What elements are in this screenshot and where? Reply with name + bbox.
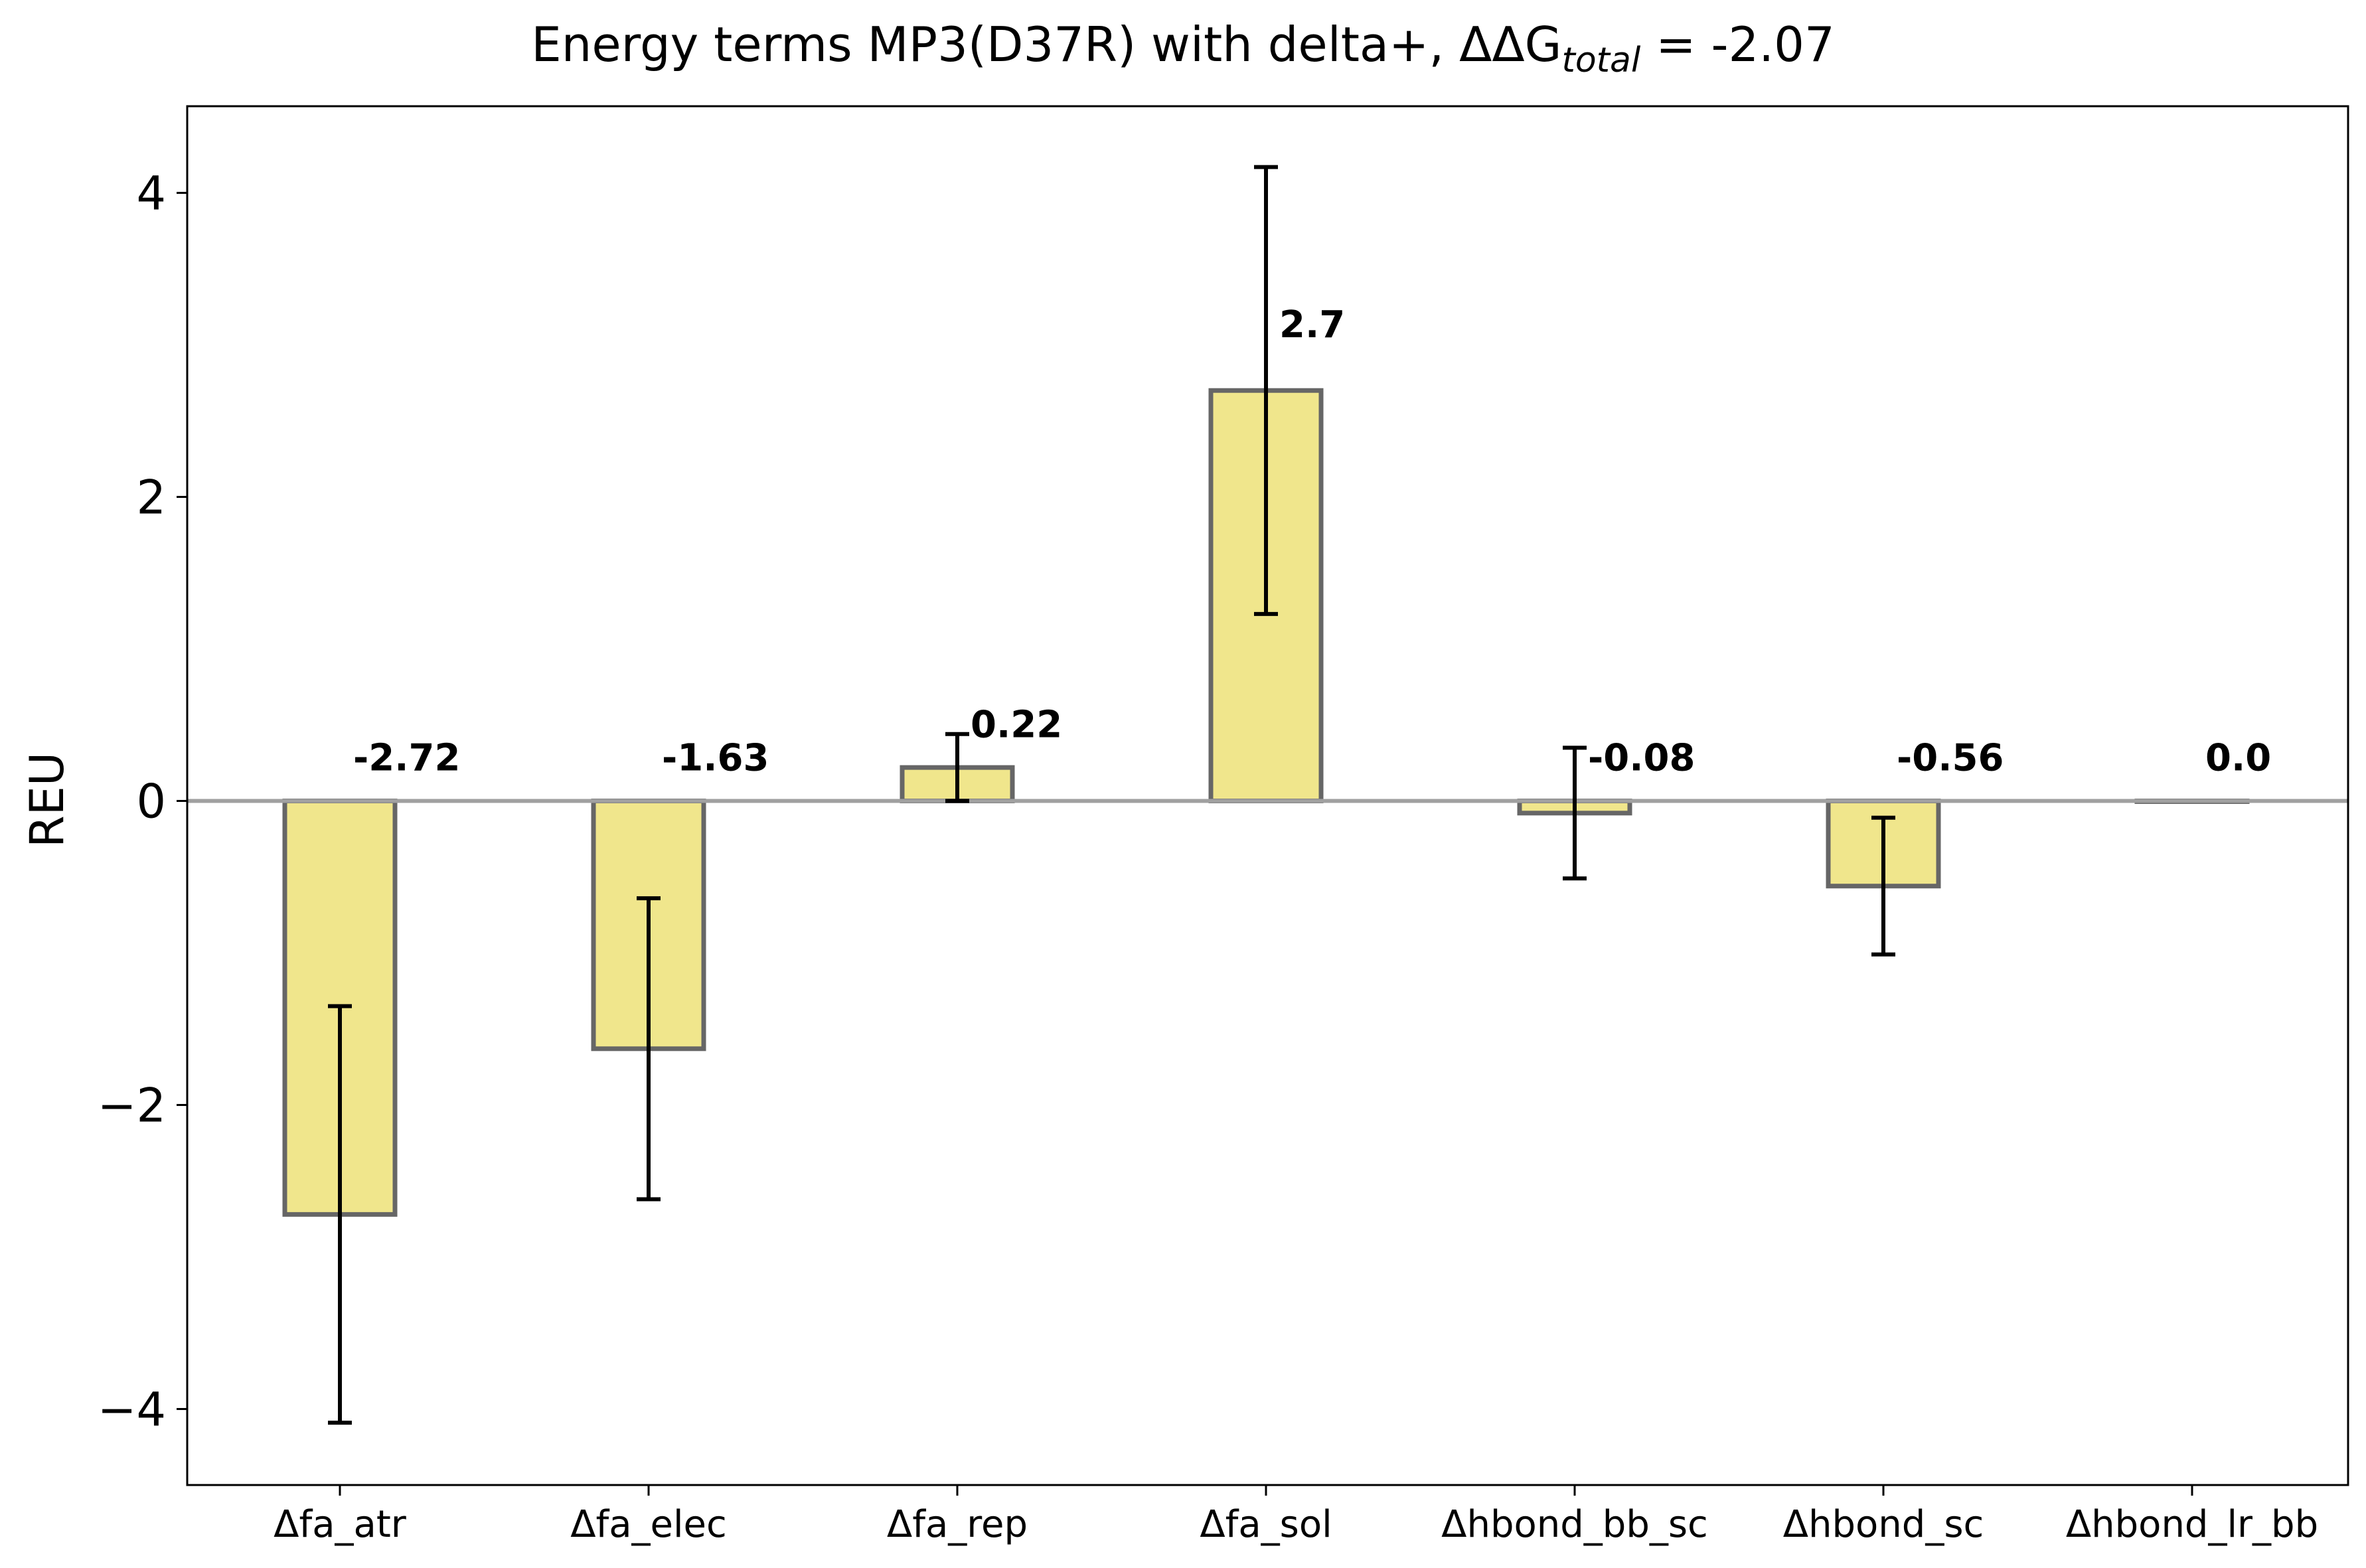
- y-axis-label: REU: [20, 752, 74, 848]
- plot-area: -2.72 -1.63 0.22 2.7 -0.08 -0.56 0.0 −4 −2 0 2 4 Δfa…: [98, 105, 2349, 1546]
- error-bar-5: [1563, 745, 1587, 881]
- y-tick-label-4: 2: [136, 471, 166, 525]
- data-label-7: 0.0: [2205, 737, 2271, 780]
- plot-frame: [186, 105, 2349, 1486]
- data-label-5: -0.08: [1588, 737, 1695, 780]
- data-label-4: 2.7: [1279, 303, 1345, 347]
- x-tick-label-5: Δhbond_bb_sc: [1441, 1503, 1708, 1546]
- x-tick-label-7: Δhbond_lr_bb: [2066, 1503, 2318, 1546]
- chart-title-main: Energy terms MP3(D37R) with delta+, ΔΔG: [531, 17, 1561, 72]
- x-tick-label-4: Δfa_sol: [1200, 1503, 1332, 1546]
- data-label-3: 0.22: [971, 703, 1062, 746]
- error-bar-3: [945, 732, 969, 803]
- error-bar-6: [1871, 815, 1895, 957]
- x-tick-label-6: Δhbond_sc: [1783, 1503, 1984, 1546]
- y-tick-label-5: 4: [136, 167, 166, 221]
- chart-title-suffix: = -2.07: [1640, 17, 1834, 72]
- x-tick-label-2: Δfa_elec: [570, 1503, 727, 1546]
- chart-title-subscript: total: [1561, 40, 1640, 80]
- x-tick-label-1: Δfa_atr: [274, 1503, 407, 1546]
- error-bar-2: [637, 896, 661, 1202]
- error-bar-4: [1254, 165, 1278, 616]
- x-tick-label-3: Δfa_rep: [887, 1503, 1028, 1546]
- chart-title: Energy terms MP3(D37R) with delta+, ΔΔGt…: [531, 17, 1835, 80]
- y-tick-label-2: −2: [98, 1079, 166, 1133]
- y-tick-label-3: 0: [136, 775, 166, 829]
- y-tick-label-1: −4: [98, 1383, 166, 1437]
- data-label-6: -0.56: [1897, 737, 2004, 780]
- data-label-1: -2.72: [353, 737, 460, 780]
- error-bar-1: [328, 1004, 352, 1425]
- data-label-2: -1.63: [662, 737, 769, 780]
